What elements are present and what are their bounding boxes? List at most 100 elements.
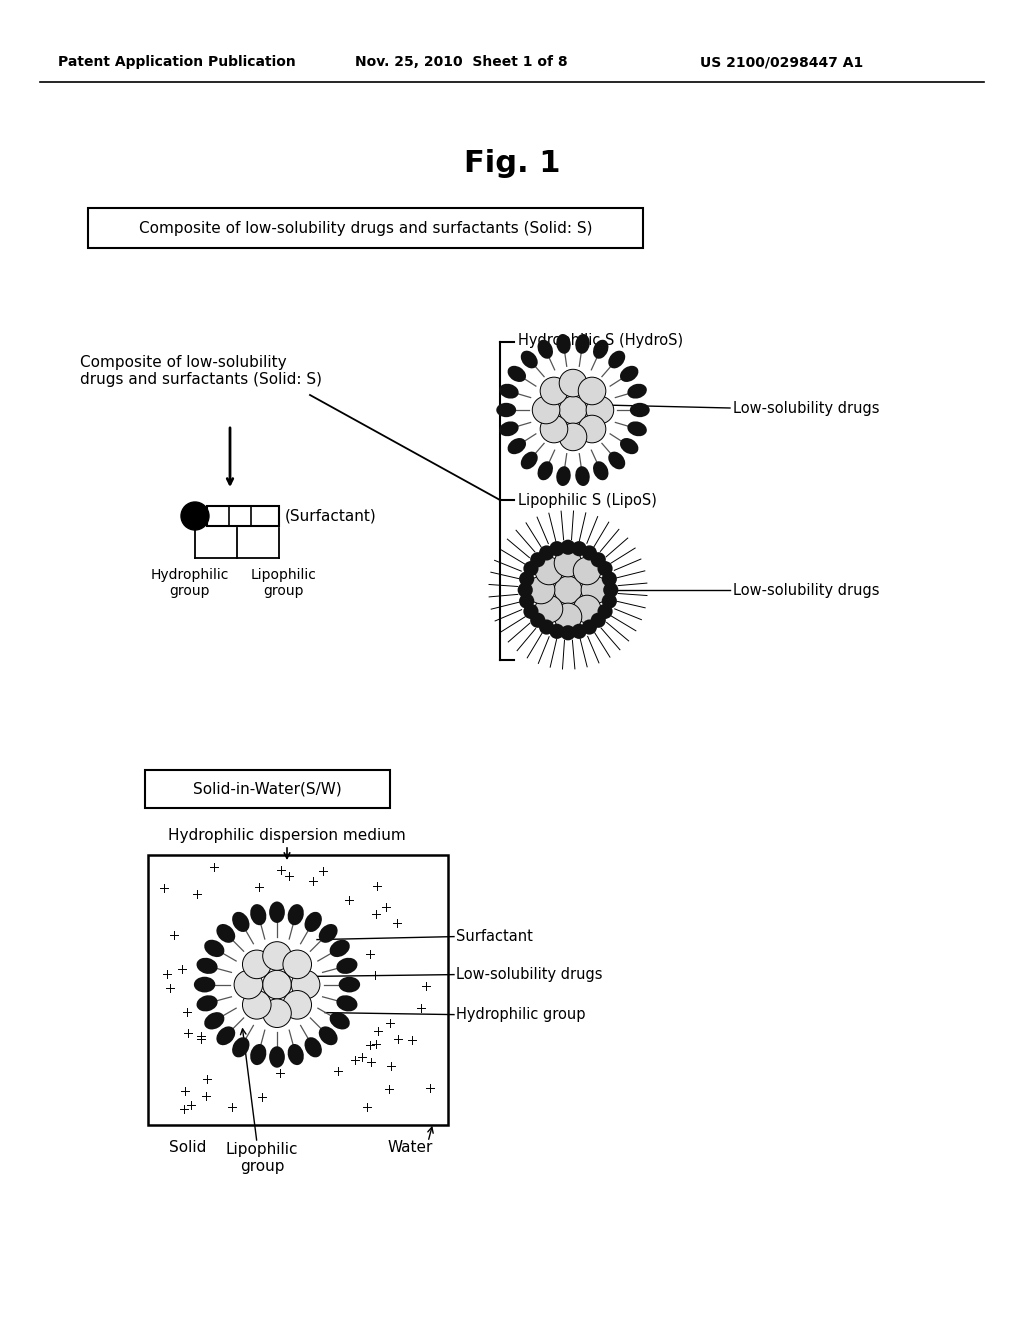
Text: Composite of low-solubility drugs and surfactants (Solid: S): Composite of low-solubility drugs and su… — [138, 220, 592, 235]
Ellipse shape — [232, 912, 250, 932]
Circle shape — [283, 950, 311, 978]
Circle shape — [559, 424, 587, 450]
Text: Water: Water — [387, 1140, 433, 1155]
Circle shape — [530, 552, 546, 568]
Ellipse shape — [304, 1038, 322, 1057]
Ellipse shape — [628, 421, 647, 436]
Text: Lipophilic
group: Lipophilic group — [251, 568, 317, 598]
Circle shape — [554, 577, 582, 603]
Ellipse shape — [608, 351, 626, 368]
Ellipse shape — [593, 461, 608, 480]
Ellipse shape — [499, 421, 519, 436]
Ellipse shape — [538, 461, 553, 480]
Ellipse shape — [216, 924, 236, 942]
Circle shape — [554, 603, 582, 631]
Text: Low-solubility drugs: Low-solubility drugs — [456, 968, 602, 982]
Ellipse shape — [575, 334, 590, 354]
Circle shape — [530, 612, 546, 628]
Circle shape — [517, 582, 532, 598]
Text: Surfactant: Surfactant — [456, 929, 532, 944]
Ellipse shape — [330, 1012, 350, 1030]
Ellipse shape — [304, 912, 322, 932]
Ellipse shape — [508, 366, 526, 381]
Circle shape — [573, 557, 601, 585]
Circle shape — [283, 990, 311, 1019]
Text: Hydrophilic group: Hydrophilic group — [456, 1007, 586, 1022]
Ellipse shape — [250, 904, 266, 925]
Circle shape — [560, 626, 575, 640]
Ellipse shape — [269, 1047, 285, 1068]
Circle shape — [603, 582, 618, 598]
Bar — [88, 209, 643, 248]
Circle shape — [586, 396, 613, 424]
Text: Hydrophilic
group: Hydrophilic group — [151, 568, 229, 598]
Ellipse shape — [508, 438, 526, 454]
Ellipse shape — [288, 1044, 304, 1065]
Ellipse shape — [620, 438, 638, 454]
Circle shape — [519, 594, 535, 609]
Ellipse shape — [630, 403, 650, 417]
Circle shape — [523, 603, 539, 619]
Ellipse shape — [620, 366, 638, 381]
Circle shape — [549, 541, 564, 556]
Text: Solid: Solid — [169, 1140, 207, 1155]
Circle shape — [582, 545, 597, 561]
Circle shape — [243, 950, 271, 978]
Bar — [207, 506, 279, 525]
Text: Lipophilic
group: Lipophilic group — [225, 1142, 298, 1175]
Ellipse shape — [336, 995, 357, 1011]
Ellipse shape — [628, 384, 647, 399]
Text: Hydrophilic S (HydroS): Hydrophilic S (HydroS) — [518, 333, 683, 347]
Text: Lipophilic S (LipoS): Lipophilic S (LipoS) — [518, 492, 656, 507]
Circle shape — [602, 594, 616, 609]
Ellipse shape — [575, 466, 590, 486]
Circle shape — [579, 378, 606, 405]
Circle shape — [554, 549, 582, 577]
Circle shape — [532, 396, 560, 424]
Circle shape — [519, 572, 535, 586]
Circle shape — [291, 970, 319, 999]
Circle shape — [591, 552, 606, 568]
Ellipse shape — [499, 384, 519, 399]
Ellipse shape — [318, 1027, 338, 1045]
Ellipse shape — [288, 904, 304, 925]
Circle shape — [571, 541, 587, 556]
Circle shape — [539, 545, 554, 561]
Circle shape — [579, 416, 606, 442]
Circle shape — [549, 624, 564, 639]
Circle shape — [571, 624, 587, 639]
Circle shape — [263, 999, 291, 1027]
Circle shape — [581, 577, 608, 603]
Ellipse shape — [339, 977, 360, 993]
Circle shape — [536, 557, 563, 585]
Ellipse shape — [608, 451, 626, 470]
Circle shape — [597, 603, 612, 619]
Ellipse shape — [197, 995, 218, 1011]
Ellipse shape — [250, 1044, 266, 1065]
Text: (Surfactant): (Surfactant) — [285, 508, 377, 524]
Ellipse shape — [556, 334, 570, 354]
Circle shape — [573, 595, 601, 623]
Ellipse shape — [593, 339, 608, 359]
Ellipse shape — [521, 451, 538, 470]
Ellipse shape — [232, 1038, 250, 1057]
Circle shape — [539, 619, 554, 635]
Text: Patent Application Publication: Patent Application Publication — [58, 55, 296, 69]
Ellipse shape — [330, 940, 350, 957]
Bar — [145, 770, 390, 808]
Ellipse shape — [194, 977, 215, 993]
Circle shape — [263, 941, 291, 970]
Circle shape — [541, 416, 567, 442]
Circle shape — [560, 540, 575, 554]
Circle shape — [536, 595, 563, 623]
Circle shape — [559, 396, 587, 424]
Ellipse shape — [197, 958, 218, 974]
Circle shape — [541, 378, 567, 405]
Ellipse shape — [521, 351, 538, 368]
Ellipse shape — [556, 466, 570, 486]
Ellipse shape — [318, 924, 338, 942]
Circle shape — [597, 561, 612, 577]
Text: Low-solubility drugs: Low-solubility drugs — [733, 400, 880, 416]
Text: Low-solubility drugs: Low-solubility drugs — [733, 582, 880, 598]
Circle shape — [181, 502, 209, 531]
